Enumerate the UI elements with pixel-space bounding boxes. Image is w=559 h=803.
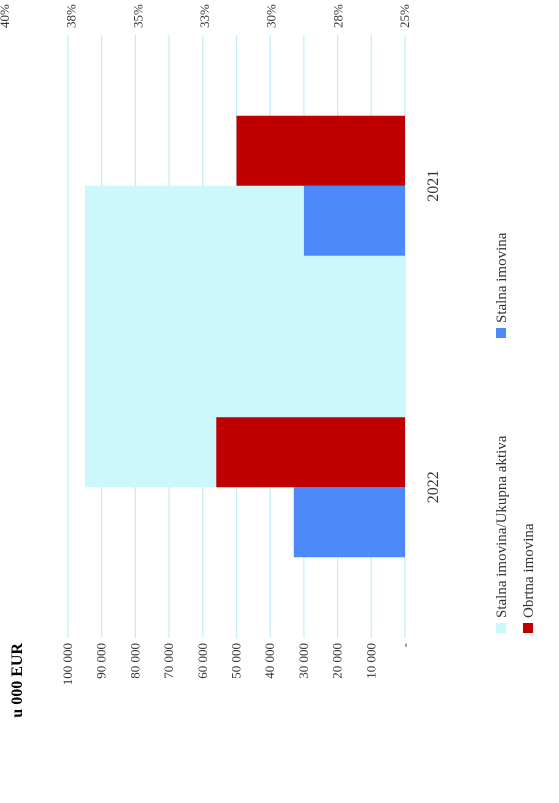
legend-swatch <box>496 623 506 633</box>
left-axis-tick-label: 60 000 <box>195 643 210 679</box>
chart-rotated-group: - 10 000 20 000 30 000 40 000 50 000 60 000 70 … <box>0 4 537 718</box>
left-axis-tick-label: 100 000 <box>60 643 75 685</box>
left-axis-tick-label: 70 000 <box>161 643 176 679</box>
left-axis-tick-label: 40 000 <box>262 643 277 679</box>
right-axis-tick-label: 25% <box>397 4 412 28</box>
unit-label: u 000 EUR <box>9 643 26 718</box>
legend-swatch <box>523 623 533 633</box>
category-label: 2021 <box>425 170 442 202</box>
right-axis-tick-label: 40% <box>0 4 12 28</box>
right-axis-tick-label: 30% <box>264 4 279 28</box>
category-label: 2022 <box>425 471 442 503</box>
right-axis-tick-label: 28% <box>330 4 345 28</box>
left-axis-tick-label: 10 000 <box>363 643 378 679</box>
left-axis-tick-label: 90 000 <box>94 643 109 679</box>
bar-obrtna-imovina-2021 <box>236 115 405 186</box>
bar-stalna-imovina-2022 <box>293 487 406 558</box>
bar-obrtna-imovina-2022 <box>216 417 405 488</box>
legend-swatch <box>496 328 506 338</box>
left-axis-tick-label: 50 000 <box>229 643 244 679</box>
right-axis-tick-label: 38% <box>64 4 79 28</box>
left-axis-tick-label: - <box>397 643 412 647</box>
right-axis-tick-label: 33% <box>197 4 212 28</box>
left-axis-tick-label: 20 000 <box>330 643 345 679</box>
right-axis-tick-label: 35% <box>130 4 145 28</box>
left-axis-tick-label: 30 000 <box>296 643 311 679</box>
legend-label: Stalna imovina <box>494 232 510 323</box>
left-axis-tick-label: 80 000 <box>127 643 142 679</box>
bar-stalna-imovina-2021 <box>303 185 405 256</box>
area-stalna-imovina-ukupna-aktiva <box>85 185 405 488</box>
legend-label: Stalna imovina/Ukupna aktiva <box>494 435 510 618</box>
chart-labels: - 10 000 20 000 30 000 40 000 50 000 60 000 70 … <box>0 4 537 718</box>
chart-marks <box>85 115 406 558</box>
legend-label: Obrtna imovina <box>521 523 537 618</box>
